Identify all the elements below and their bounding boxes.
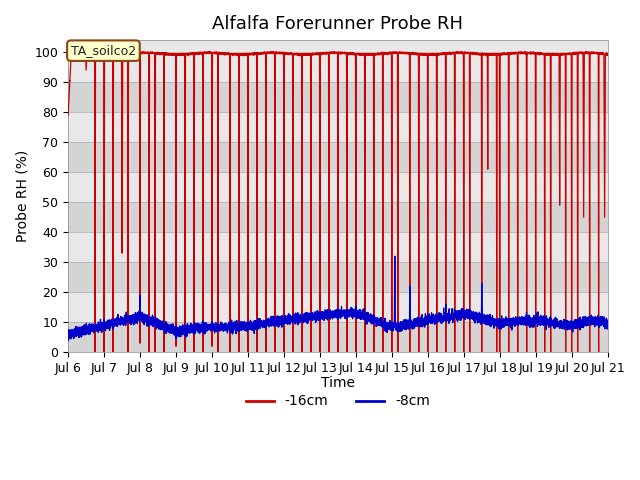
- Bar: [68, 262, 607, 292]
- Title: Alfalfa Forerunner Probe RH: Alfalfa Forerunner Probe RH: [212, 15, 463, 33]
- Bar: [68, 172, 607, 202]
- X-axis label: Time: Time: [321, 376, 355, 390]
- Bar: [68, 142, 607, 172]
- Text: TA_soilco2: TA_soilco2: [71, 44, 136, 57]
- Bar: [68, 112, 607, 142]
- Bar: [68, 292, 607, 322]
- Bar: [68, 232, 607, 262]
- Bar: [68, 52, 607, 82]
- Bar: [68, 82, 607, 112]
- Y-axis label: Probe RH (%): Probe RH (%): [15, 150, 29, 242]
- Legend: -16cm, -8cm: -16cm, -8cm: [240, 389, 436, 414]
- Bar: [68, 202, 607, 232]
- Bar: [68, 322, 607, 352]
